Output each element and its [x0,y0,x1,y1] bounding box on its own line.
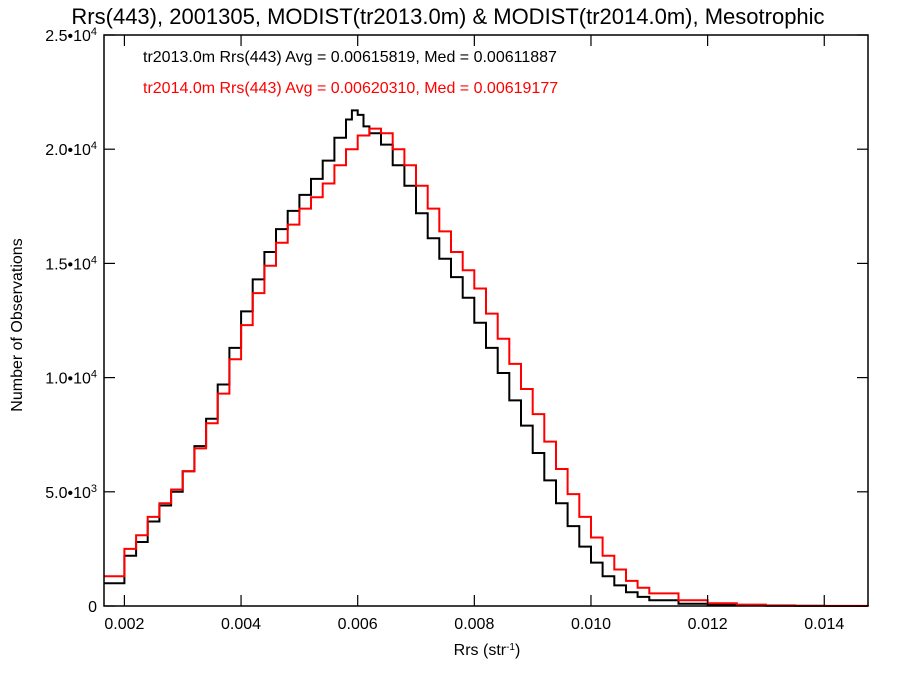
y-tick-mantissa: 1.0•10 [45,371,91,388]
y-tick-label: 2.0•104 [45,140,97,159]
y-tick-label: 0 [88,599,97,616]
x-axis-title-exponent: -1 [506,642,515,653]
plot-frame [103,34,869,607]
x-tick-label: 0.012 [688,616,728,633]
x-tick-label: 0.014 [804,616,844,633]
y-tick-exponent: 4 [91,254,97,266]
y-tick-label: 5.0•103 [45,483,97,502]
x-tick-label: 0.010 [571,616,611,633]
y-tick-exponent: 4 [91,26,97,38]
stats-line-red: tr2014.0m Rrs(443) Avg = 0.00620310, Med… [143,80,558,97]
y-tick-exponent: 3 [91,483,97,495]
x-axis-title: Rrs (str-1) [454,642,521,660]
y-tick-mantissa: 2.5•10 [45,28,91,45]
y-tick-exponent: 4 [91,140,97,152]
x-axis: 0.002 0.004 0.006 0.008 0.010 0.012 0.014 [104,35,844,633]
x-tick-label: 0.004 [221,616,261,633]
x-tick-label: 0.006 [338,616,378,633]
y-tick-mantissa: 2.0•10 [45,142,91,159]
y-axis-title: Number of Observations [9,238,26,411]
stats-line-black: tr2013.0m Rrs(443) Avg = 0.00615819, Med… [143,49,557,66]
y-tick-mantissa: 5.0•10 [45,485,91,502]
series-tr2013-line [104,109,868,607]
y-tick-label: 2.5•104 [45,26,97,45]
y-tick-label: 1.0•104 [45,369,97,388]
y-tick-label: 1.5•104 [45,254,97,273]
y-tick-mantissa: 1.5•10 [45,256,91,273]
series-tr2014-line [104,127,869,607]
x-tick-label: 0.002 [104,616,144,633]
series-layer [104,109,869,607]
y-tick-exponent: 4 [91,369,97,381]
y-tick-mantissa: 0 [88,599,97,616]
chart-title: Rrs(443), 2001305, MODIST(tr2013.0m) & M… [71,4,824,29]
x-tick-label: 0.008 [454,616,494,633]
